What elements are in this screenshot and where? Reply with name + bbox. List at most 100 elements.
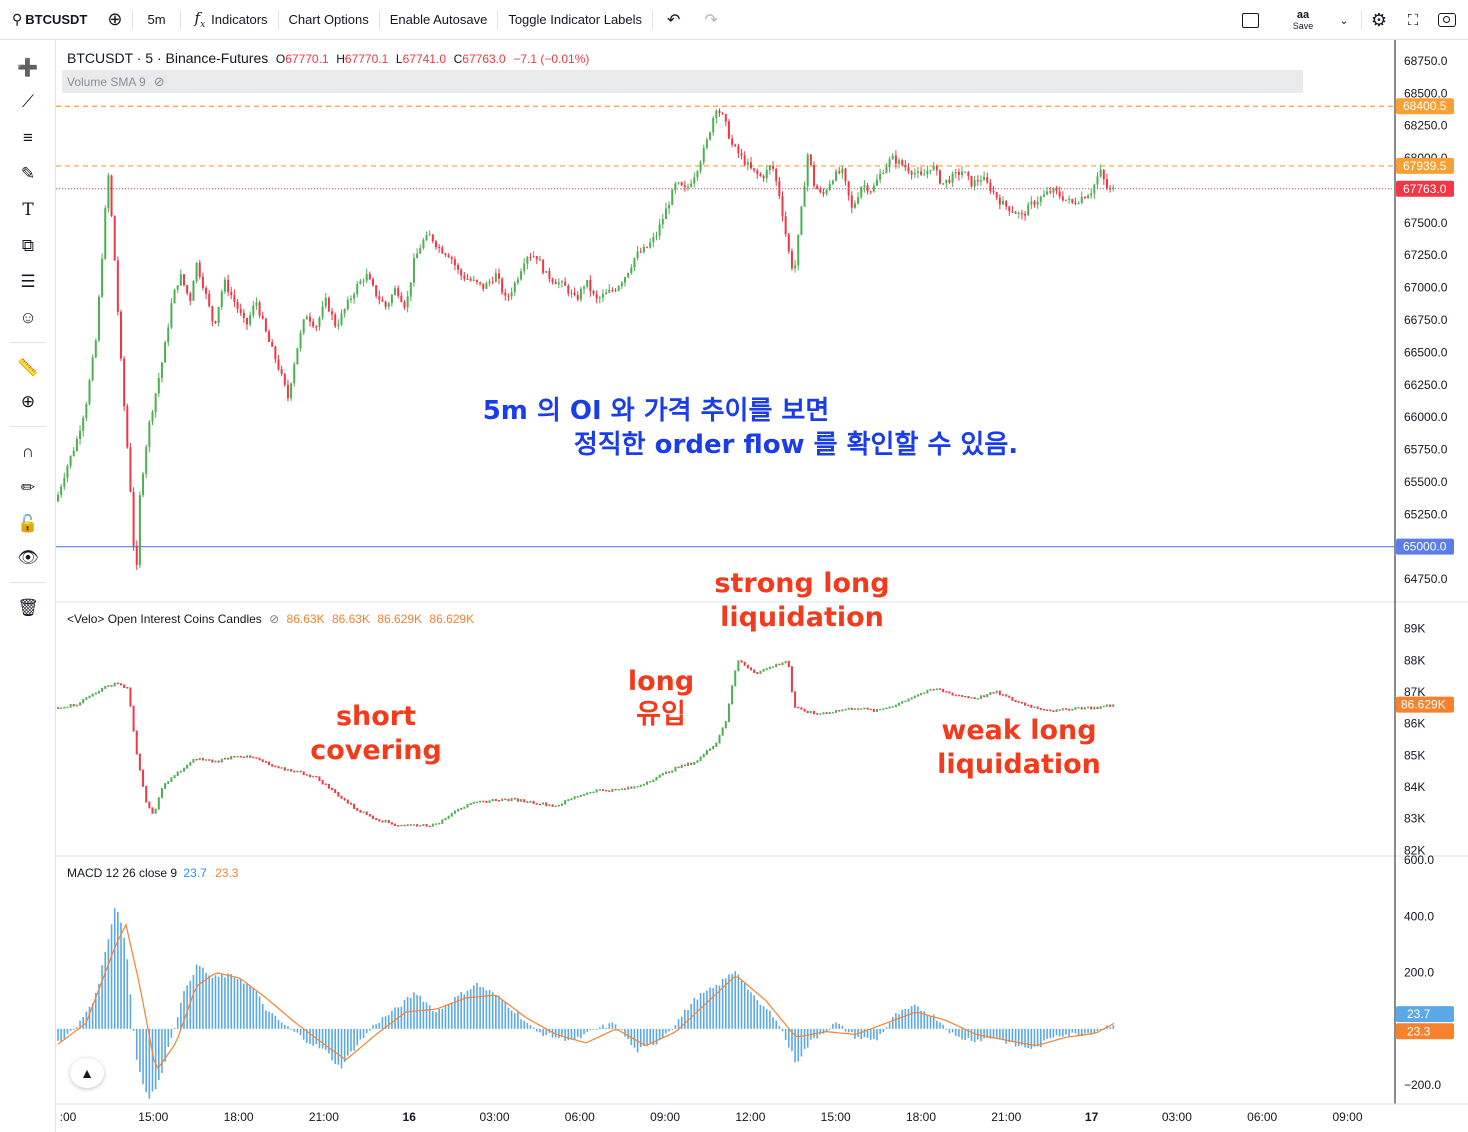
redo-button[interactable]: ↷ bbox=[694, 0, 727, 40]
volume-legend[interactable]: Volume SMA 9 ⊘ bbox=[62, 70, 1303, 93]
oi-candle bbox=[1087, 706, 1090, 709]
tradingview-logo[interactable]: ▲ bbox=[70, 1058, 104, 1088]
eye-icon[interactable]: 👁 bbox=[17, 548, 39, 567]
macd-histogram-bar bbox=[495, 995, 497, 1029]
oi-candle bbox=[759, 670, 762, 674]
macd-histogram-bar bbox=[318, 1028, 321, 1049]
oi-legend: <Velo> Open Interest Coins Candles ⊘ 86.… bbox=[67, 612, 474, 626]
oi-candle bbox=[1046, 709, 1049, 711]
oi-candle bbox=[535, 803, 538, 805]
price-candle bbox=[1068, 199, 1071, 201]
oi-candle bbox=[293, 770, 296, 773]
compare-button[interactable]: ⊕ bbox=[97, 0, 132, 40]
oi-candle bbox=[709, 748, 712, 751]
macd-histogram-bar bbox=[296, 1028, 299, 1033]
oi-candle bbox=[608, 790, 611, 792]
oi-candle bbox=[850, 707, 853, 710]
price-candle bbox=[910, 171, 913, 175]
ruler-icon[interactable]: 📏 bbox=[17, 358, 39, 377]
settings-button[interactable]: ⚙ bbox=[1362, 0, 1396, 40]
oi-candle bbox=[998, 690, 1001, 696]
text-icon[interactable]: T bbox=[22, 200, 34, 220]
macd-histogram-bar bbox=[879, 1028, 881, 1035]
screenshot-button[interactable] bbox=[1430, 0, 1464, 40]
oi-candle bbox=[661, 772, 664, 776]
magnet-icon[interactable]: ∩ bbox=[21, 442, 35, 461]
undo-button[interactable]: ↶ bbox=[653, 0, 694, 40]
macd-histogram-bar bbox=[665, 1028, 667, 1034]
symbol-search[interactable]: ⚲ BTCUSDT bbox=[0, 0, 97, 40]
autosave-button[interactable]: Enable Autosave bbox=[380, 0, 498, 40]
macd-histogram-bar bbox=[1084, 1028, 1086, 1034]
macd-histogram-bar bbox=[775, 1020, 777, 1029]
macd-histogram-bar bbox=[1058, 1028, 1061, 1037]
time-tick-label: 09:00 bbox=[650, 1110, 680, 1124]
oi-candle bbox=[365, 811, 368, 815]
oi-candle bbox=[620, 788, 623, 790]
macd-histogram-bar bbox=[677, 1019, 680, 1029]
macd-histogram-bar bbox=[255, 991, 258, 1029]
price-candle bbox=[876, 179, 878, 186]
zoom-in-icon[interactable]: ⊕ bbox=[20, 392, 36, 411]
save-dropdown-button[interactable]: ⌄ bbox=[1327, 0, 1361, 40]
price-candle bbox=[674, 183, 677, 190]
oi-candle bbox=[482, 800, 485, 803]
save-button[interactable]: aa Save bbox=[1283, 0, 1323, 40]
macd-histogram-bar bbox=[1077, 1028, 1080, 1036]
fullscreen-button[interactable]: ⛶ bbox=[1396, 0, 1430, 40]
interval-label: 5m bbox=[147, 12, 166, 27]
trendline-icon[interactable]: ⟋ bbox=[22, 92, 34, 111]
oi-candle bbox=[772, 666, 775, 668]
macd-histogram-bar bbox=[1021, 1028, 1023, 1046]
price-candle bbox=[447, 255, 450, 258]
toggle-labels-button[interactable]: Toggle Indicator Labels bbox=[498, 0, 652, 40]
brush-icon[interactable]: ✎ bbox=[20, 164, 36, 183]
price-candle bbox=[501, 278, 504, 293]
lock-icon[interactable]: 🔓 bbox=[17, 514, 39, 533]
price-candle bbox=[948, 179, 951, 183]
oi-candle bbox=[331, 787, 334, 791]
oi-candle bbox=[655, 776, 658, 781]
indicators-button[interactable]: fx Indicators bbox=[181, 0, 278, 40]
oi-candle bbox=[765, 668, 768, 671]
price-candle bbox=[983, 176, 986, 181]
eye-off-icon[interactable]: ⊘ bbox=[153, 73, 165, 89]
price-candle bbox=[104, 208, 107, 259]
price-candle bbox=[179, 274, 182, 286]
crosshair-icon[interactable]: ➕ bbox=[17, 58, 39, 77]
macd-histogram-bar bbox=[841, 1025, 844, 1029]
macd-histogram-bar bbox=[832, 1023, 834, 1029]
fullscreen-layout-button[interactable] bbox=[1233, 0, 1267, 40]
macd-histogram-bar bbox=[1055, 1028, 1058, 1036]
oi-candle bbox=[501, 798, 504, 802]
oi-candle bbox=[586, 792, 589, 795]
macd-histogram-bar bbox=[1040, 1028, 1042, 1048]
forecast-icon[interactable]: ☰ bbox=[20, 272, 36, 291]
oi-candle bbox=[831, 711, 834, 714]
macd-histogram-bar bbox=[554, 1028, 557, 1038]
price-candle bbox=[1002, 200, 1004, 205]
oi-candle bbox=[595, 789, 598, 793]
oi-candle bbox=[406, 824, 409, 827]
macd-histogram-bar bbox=[838, 1023, 840, 1029]
chart-options-button[interactable]: Chart Options bbox=[279, 0, 379, 40]
oi-tick-label: 89K bbox=[1404, 622, 1425, 636]
lock-draw-icon[interactable]: ✏ bbox=[20, 478, 36, 497]
pattern-icon[interactable]: ⧉ bbox=[21, 236, 35, 255]
oi-legend-title: <Velo> Open Interest Coins Candles bbox=[67, 612, 262, 626]
price-candle bbox=[390, 295, 393, 304]
trash-icon[interactable]: 🗑 bbox=[17, 598, 39, 617]
oi-candle bbox=[57, 707, 59, 710]
interval-button[interactable]: 5m bbox=[133, 0, 179, 40]
fib-icon[interactable]: ≡ bbox=[23, 128, 33, 147]
emoji-icon[interactable]: ☺ bbox=[19, 308, 37, 327]
price-candle bbox=[475, 279, 478, 283]
macd-histogram-bar bbox=[189, 980, 192, 1029]
macd-histogram-bar bbox=[274, 1015, 277, 1029]
oi-candle bbox=[397, 825, 400, 827]
oi-legend-v3: 86.629K bbox=[377, 612, 423, 626]
price-candle bbox=[290, 383, 293, 399]
chart-canvas[interactable]: 68750.068500.068250.068000.067500.067250… bbox=[56, 40, 1468, 1132]
macd-histogram-bar bbox=[419, 995, 422, 1029]
price-candle bbox=[1061, 196, 1064, 201]
